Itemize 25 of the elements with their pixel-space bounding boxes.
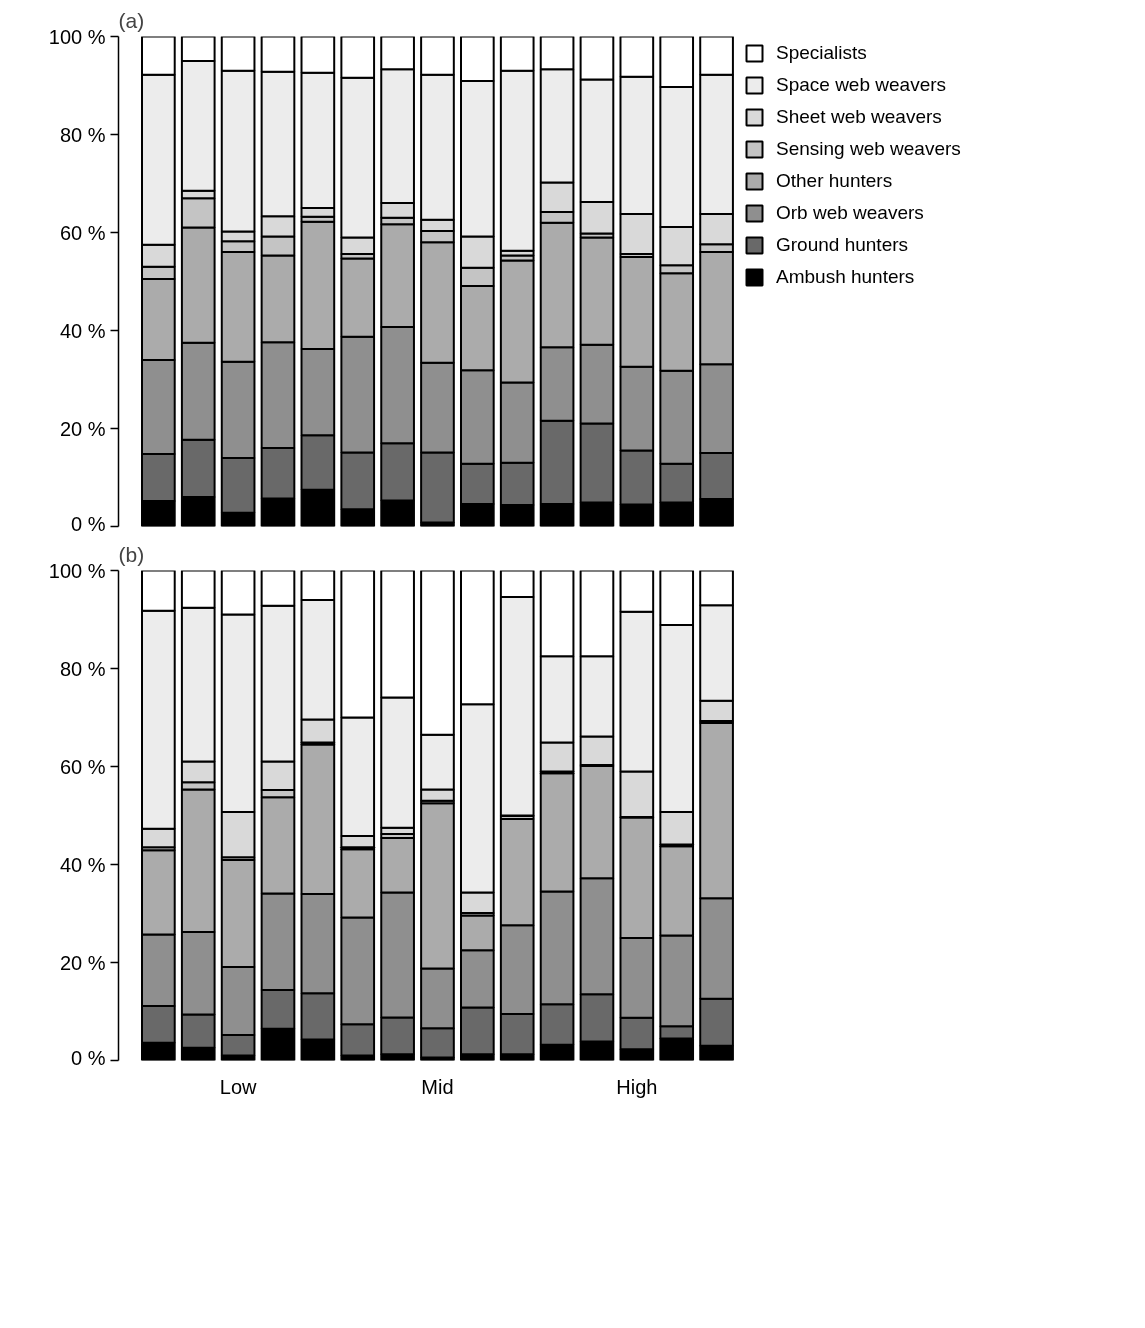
chart-title: (b) [118, 542, 145, 566]
y-tick-label: 40 % [59, 853, 106, 876]
legend-label: Specialists [776, 42, 867, 64]
y-tick-label: 0 % [71, 512, 106, 535]
y-tick-label: 60 % [59, 221, 106, 244]
legend-label: Orb web weavers [776, 202, 924, 224]
y-tick-label: 40 % [59, 319, 106, 342]
text: Mid [421, 1075, 454, 1098]
chart-title: (a) [118, 8, 145, 32]
text: Low [219, 1075, 258, 1098]
legend-label: Sensing web weavers [776, 138, 961, 160]
legend-label: Sheet web weavers [776, 106, 942, 128]
y-tick-label: 80 % [59, 123, 106, 146]
legend-label: Ground hunters [776, 234, 909, 256]
y-tick-label: 80 % [59, 657, 106, 680]
y-tick-label: 20 % [59, 951, 106, 974]
legend-label: Other hunters [776, 170, 893, 192]
text: High [616, 1075, 658, 1098]
legend-label: Ambush hunters [776, 266, 915, 288]
legend-label: Space web weavers [776, 74, 947, 96]
y-tick-label: 100 % [48, 559, 106, 582]
y-tick-label: 60 % [59, 755, 106, 778]
y-tick-label: 0 % [71, 1046, 106, 1069]
y-tick-label: 20 % [59, 417, 106, 440]
y-tick-label: 100 % [48, 25, 106, 48]
